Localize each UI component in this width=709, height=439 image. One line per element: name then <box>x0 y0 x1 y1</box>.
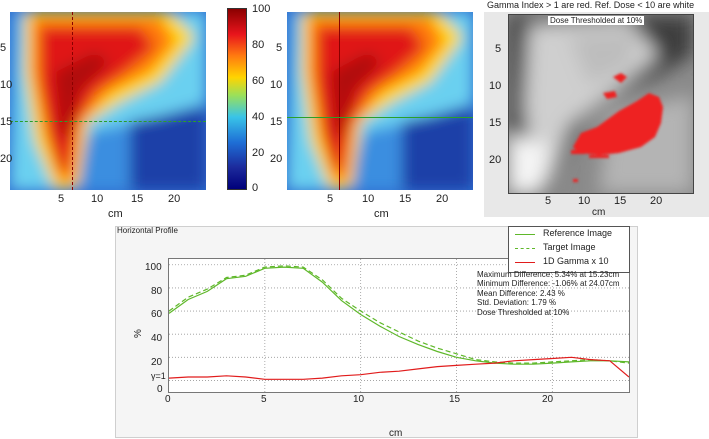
gamma-y-tick: 10 <box>489 80 502 92</box>
profile-chart <box>168 259 630 392</box>
colorbar-tick: 100 <box>252 3 271 15</box>
reference-dose-map[interactable] <box>10 12 206 190</box>
map2-x-tick: 5 <box>327 193 334 205</box>
profile-x-tick: 10 <box>353 394 365 405</box>
profile-y-tick: 80 <box>151 286 163 297</box>
legend-label: 1D Gamma x 10 <box>543 256 609 266</box>
profile-plot-area[interactable] <box>168 258 630 393</box>
profile-x-tick: 20 <box>542 394 554 405</box>
map1-y-tick: 5 <box>0 42 7 54</box>
map1-x-tick: 10 <box>91 193 104 205</box>
legend-label: Reference Image <box>543 228 613 238</box>
legend-label: Target Image <box>543 242 596 252</box>
gamma-fail-region <box>571 73 663 182</box>
stat-dose-threshold: Dose Thresholded at 10% <box>477 307 570 317</box>
gamma-x-tick: 20 <box>650 195 663 207</box>
legend-swatch-target <box>515 248 535 249</box>
colorbar-tick: 40 <box>252 111 265 123</box>
reference-dose-map-image <box>10 12 206 190</box>
series-line-reference-image <box>168 266 630 365</box>
stat-max-difference: Maximum Difference: 5.34% at 15.23cm <box>477 270 620 279</box>
legend-swatch-gamma <box>515 262 535 263</box>
legend-item-gamma: 1D Gamma x 10 <box>515 256 627 270</box>
series-line-target-image <box>168 265 630 364</box>
colorbar-tick: 20 <box>252 147 265 159</box>
stat-std-deviation: Std. Deviation: 1.79 % <box>477 298 557 308</box>
profile-y-tick: 40 <box>151 333 163 344</box>
stat-min-difference: Minimum Difference: -1.06% at 24.07cm <box>477 279 620 289</box>
dose-colorbar <box>227 8 247 190</box>
profile-gamma-one-tick: γ=1 <box>151 371 166 381</box>
map2-x-tick: 20 <box>436 193 449 205</box>
map1-x-tick: 20 <box>168 193 181 205</box>
colorbar-tick: 80 <box>252 39 265 51</box>
profile-y-tick: 60 <box>151 309 163 320</box>
gamma-map-image <box>509 15 693 193</box>
map2-y-tick: 20 <box>270 153 283 165</box>
map2-y-tick: 10 <box>270 79 283 91</box>
map1-y-tick: 15 <box>0 116 13 128</box>
gamma-y-tick: 20 <box>489 154 502 166</box>
map1-x-tick: 5 <box>58 193 65 205</box>
map2-y-tick: 5 <box>276 42 283 54</box>
map1-y-tick: 10 <box>0 79 13 91</box>
profile-x-tick: 0 <box>165 394 171 405</box>
series-line-1d-gamma-x-10 <box>168 356 630 380</box>
gamma-x-label: cm <box>592 207 606 218</box>
gamma-y-tick: 15 <box>489 117 502 129</box>
profile-x-tick: 15 <box>449 394 461 405</box>
colorbar-tick: 0 <box>252 182 259 194</box>
profile-statistics: Maximum Difference: 5.34% at 15.23cm Min… <box>477 270 620 317</box>
reference-crosshair-horizontal <box>10 121 206 122</box>
profile-y-label: % <box>132 329 144 338</box>
profile-panel-title: Horizontal Profile <box>117 226 178 235</box>
profile-y-tick: 20 <box>151 357 163 368</box>
legend-swatch-reference <box>515 234 535 235</box>
map2-x-tick: 10 <box>362 193 375 205</box>
profile-x-tick: 5 <box>261 394 267 405</box>
gamma-y-tick: 5 <box>495 43 502 55</box>
profile-y-tick: 100 <box>145 262 162 273</box>
gamma-x-tick: 15 <box>614 195 627 207</box>
target-dose-map[interactable] <box>287 12 473 190</box>
map1-x-label: cm <box>108 208 123 220</box>
map2-x-label: cm <box>374 208 389 220</box>
map2-x-tick: 15 <box>399 193 412 205</box>
map1-y-tick: 20 <box>0 153 13 165</box>
target-crosshair-horizontal <box>287 117 473 118</box>
profile-y-tick: 0 <box>157 384 163 395</box>
legend-item-reference: Reference Image <box>515 228 627 242</box>
gamma-x-tick: 5 <box>545 195 552 207</box>
colorbar-tick: 60 <box>252 75 265 87</box>
map2-y-tick: 15 <box>270 116 283 128</box>
gamma-x-tick: 10 <box>578 195 591 207</box>
target-dose-map-image <box>287 12 473 190</box>
profile-x-label: cm <box>389 428 403 439</box>
target-crosshair-vertical <box>339 12 340 190</box>
profile-legend[interactable]: Reference Image Target Image 1D Gamma x … <box>508 226 630 273</box>
legend-item-target: Target Image <box>515 242 627 256</box>
reference-crosshair-vertical <box>72 12 73 190</box>
gamma-map[interactable] <box>508 14 694 194</box>
map1-x-tick: 15 <box>131 193 144 205</box>
stat-mean-difference: Mean Difference: 2.43 % <box>477 288 565 298</box>
gamma-subtitle: Dose Thresholded at 10% <box>548 16 645 25</box>
gamma-title: Gamma Index > 1 are red. Ref. Dose < 10 … <box>487 0 695 10</box>
